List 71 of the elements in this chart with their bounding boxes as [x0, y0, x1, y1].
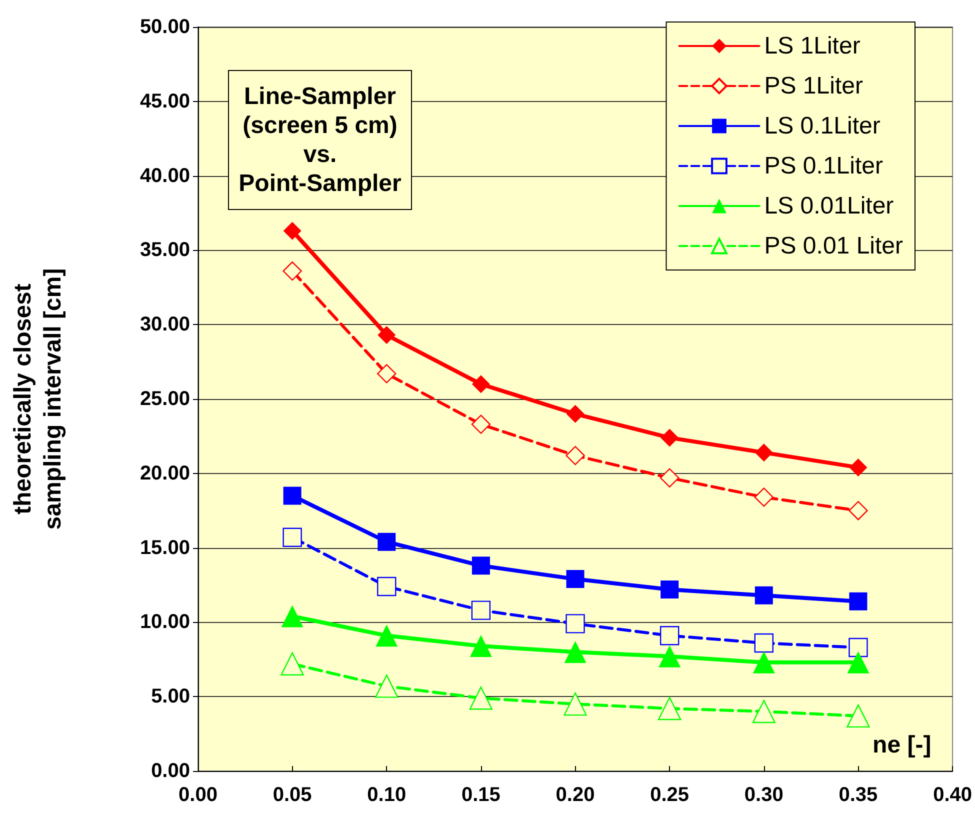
point — [848, 501, 868, 520]
y-axis-title: theoretically closest sampling intervall [cm] — [10, 268, 66, 530]
point — [848, 638, 868, 658]
point — [658, 645, 681, 668]
legend-label: PS 1Liter — [764, 72, 863, 100]
point — [566, 446, 585, 466]
y-tick-label: 50.00 — [140, 16, 190, 38]
point — [660, 580, 679, 598]
x-tick-label: 0.10 — [367, 784, 406, 806]
y-tick-label: 25.00 — [140, 388, 190, 410]
y-tick-label: 20.00 — [140, 462, 190, 484]
point — [564, 640, 586, 663]
x-tick-label: 0.15 — [461, 784, 500, 806]
point — [660, 428, 679, 447]
point — [375, 674, 398, 698]
point — [566, 404, 584, 423]
x-axis-title: ne [-] — [872, 732, 932, 758]
y-tick-label: 15.00 — [140, 536, 190, 559]
legend-label: LS 0.1Liter — [764, 112, 880, 140]
y-tick-label: 30.00 — [140, 314, 190, 336]
point — [752, 700, 776, 724]
legend-label: PS 0.1Liter — [764, 152, 883, 180]
point — [754, 444, 773, 462]
text: Line-Sampler (screen 5 cm) vs. Point-Sampler — [238, 83, 402, 197]
point — [378, 326, 396, 344]
legend-label: PS 0.01 Liter — [764, 232, 904, 260]
point — [376, 624, 398, 647]
point — [283, 486, 302, 505]
point — [566, 614, 585, 634]
legend-label: LS 1Liter — [764, 32, 860, 60]
point — [472, 556, 490, 575]
point — [658, 696, 682, 720]
y-tick-label: 0.00 — [151, 760, 190, 782]
x-tick-label: 0.40 — [933, 784, 972, 806]
legend-label: LS 0.01Liter — [764, 192, 894, 220]
point — [471, 600, 491, 620]
point — [469, 686, 493, 710]
point — [754, 488, 774, 507]
point — [377, 576, 396, 596]
x-tick-label: 0.05 — [272, 784, 312, 806]
point — [846, 704, 870, 728]
y-tick-label: 45.00 — [140, 90, 190, 112]
y-tick-label: 5.00 — [151, 686, 190, 708]
point — [280, 652, 304, 676]
x-tick-label: 0.35 — [838, 784, 878, 806]
point — [754, 633, 774, 653]
point — [471, 414, 491, 434]
point — [847, 651, 870, 674]
point — [377, 364, 396, 384]
point — [283, 222, 302, 240]
x-tick-label: 0.30 — [744, 784, 784, 806]
x-tick-label: 0.00 — [178, 784, 218, 806]
point — [564, 692, 587, 716]
y-tick-label: 10.00 — [140, 611, 190, 634]
point — [752, 651, 775, 674]
point — [378, 532, 396, 551]
point — [470, 635, 492, 658]
point — [282, 528, 302, 547]
y-tick-label: 40.00 — [140, 164, 190, 187]
point — [566, 570, 584, 588]
point — [754, 586, 773, 604]
x-tick-label: 0.25 — [650, 784, 690, 806]
y-tick-label: 35.00 — [140, 239, 190, 262]
point — [282, 261, 302, 281]
x-tick-label: 0.20 — [556, 784, 595, 806]
point — [281, 605, 304, 628]
point — [472, 375, 490, 394]
point — [660, 626, 680, 646]
point — [849, 592, 868, 610]
point — [660, 468, 680, 488]
point — [849, 458, 868, 476]
